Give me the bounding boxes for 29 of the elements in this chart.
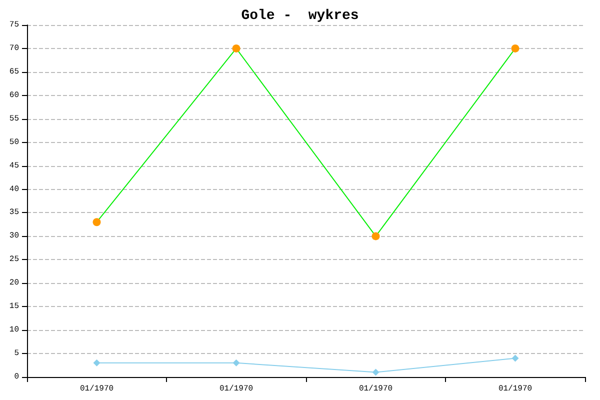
x-tick-label: 01/1970 <box>358 384 393 394</box>
y-tick-label: 35 <box>9 208 20 218</box>
y-tick-label: 30 <box>9 232 20 241</box>
y-tick-label: 10 <box>9 326 20 335</box>
y-tick-label: 65 <box>9 67 20 76</box>
y-tick-label: 0 <box>14 372 20 382</box>
y-tick-label: 25 <box>9 255 20 264</box>
y-tick-label: 5 <box>14 349 20 358</box>
x-tick-label: 01/1970 <box>80 384 114 394</box>
y-tick-label: 75 <box>9 20 20 30</box>
y-tick-label: 55 <box>9 114 20 124</box>
y-tick-label: 50 <box>9 138 20 147</box>
x-tick-label: 01/1970 <box>498 384 532 394</box>
chart-title: Gole - wykres <box>241 8 359 24</box>
y-tick-label: 40 <box>9 184 20 194</box>
y-tick-label: 70 <box>9 44 20 53</box>
point <box>372 232 380 240</box>
point <box>93 359 100 366</box>
y-tick-label: 20 <box>9 278 20 288</box>
point <box>511 44 520 52</box>
point <box>232 44 240 52</box>
y-tick-label: 60 <box>9 90 20 100</box>
y-tick-label: 15 <box>9 302 20 312</box>
point <box>372 368 380 376</box>
x-tick-label: 01/1970 <box>219 384 254 394</box>
point <box>232 359 240 366</box>
y-tick-label: 45 <box>9 161 20 170</box>
point <box>512 354 519 362</box>
point <box>92 218 101 226</box>
